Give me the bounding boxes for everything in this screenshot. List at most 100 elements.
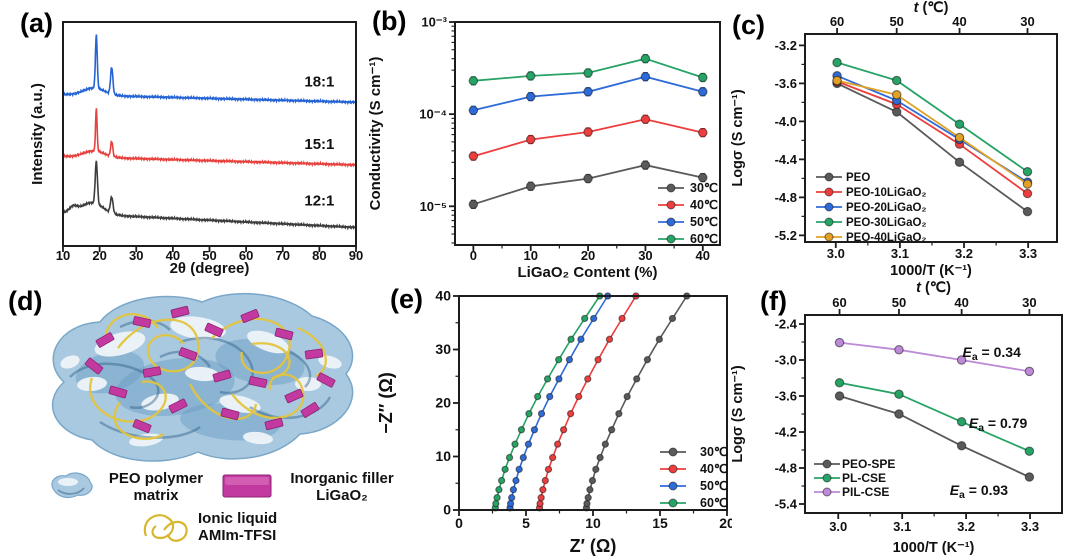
svg-text:60: 60 — [830, 14, 844, 29]
panel-label-d: (d) — [8, 286, 43, 316]
svg-text:Logσ (S cm⁻¹): Logσ (S cm⁻¹) — [730, 89, 746, 186]
svg-text:3.3: 3.3 — [1019, 246, 1037, 261]
legend-ionic-liquid: Ionic liquid AMIm-TFSI — [198, 510, 278, 544]
panel-c: 3.0 3.1 3.2 3.3 -3.2 -3.6 -4.0 -4.4 -4.8 -5.2 60 50… — [718, 0, 1080, 280]
panel-f: 3.0 3.1 3.2 3.3 -2.4 -3.0 -3.6 -4.2 -4.8 -5.4 60 50… — [718, 280, 1080, 557]
panel-label-f: (f) — [760, 286, 787, 316]
svg-text:2θ (degree): 2θ (degree) — [170, 260, 250, 276]
svg-text:t (℃): t (℃) — [914, 0, 949, 16]
svg-text:Conductivity (S cm⁻¹): Conductivity (S cm⁻¹) — [367, 57, 384, 211]
svg-text:20: 20 — [581, 248, 595, 263]
panel-label-e: (e) — [390, 284, 423, 314]
svg-text:15: 15 — [652, 515, 668, 531]
svg-text:40: 40 — [952, 14, 966, 29]
svg-text:PL-CSE: PL-CSE — [842, 471, 886, 485]
composite-electrolyte-illustration — [51, 292, 354, 462]
svg-text:-4.8: -4.8 — [775, 190, 797, 205]
svg-text:-3.0: -3.0 — [775, 353, 797, 368]
svg-text:-4.4: -4.4 — [775, 152, 798, 167]
svg-text:PEO-10LiGaO₂: PEO-10LiGaO₂ — [846, 187, 927, 199]
panel-e: 0 5 10 15 20 0 10 20 30 40 Z′ (Ω) −Z″ (Ω) 30℃ 40℃ 50℃ 6… — [360, 280, 732, 557]
xrd-chart: 12:1 15:1 18:1 10 20 30 40 50 60 70 80 90 2θ (degree… — [29, 21, 363, 276]
svg-text:50: 50 — [889, 14, 903, 29]
svg-text:3.0: 3.0 — [829, 519, 847, 534]
svg-text:3.1: 3.1 — [893, 519, 911, 534]
svg-text:LiGaO₂ Content (%): LiGaO₂ Content (%) — [518, 264, 658, 280]
svg-text:PEO-30LiGaO₂: PEO-30LiGaO₂ — [846, 217, 927, 229]
peo-matrix-icon — [51, 472, 93, 499]
svg-text:-4.8: -4.8 — [775, 461, 797, 476]
svg-text:Logσ (S cm⁻¹): Logσ (S cm⁻¹) — [730, 365, 746, 462]
panel-a: 12:1 15:1 18:1 10 20 30 40 50 60 70 80 90 2θ (degree… — [8, 4, 363, 276]
svg-text:40℃: 40℃ — [690, 198, 718, 212]
svg-text:3.2: 3.2 — [957, 519, 975, 534]
svg-text:PEO: PEO — [846, 172, 870, 184]
panel-b: 0 10 20 30 40 10⁻³ 10⁻⁴ 10⁻⁵ LiGaO₂ Content (%) C… — [360, 0, 728, 280]
svg-text:20: 20 — [719, 515, 732, 531]
svg-text:0: 0 — [443, 502, 451, 518]
svg-text:30℃: 30℃ — [690, 181, 718, 195]
svg-text:0: 0 — [455, 515, 463, 531]
svg-text:60: 60 — [832, 295, 846, 310]
svg-text:-2.4: -2.4 — [775, 317, 798, 332]
svg-text:10: 10 — [523, 248, 537, 263]
svg-text:60: 60 — [239, 248, 253, 263]
svg-text:-3.2: -3.2 — [775, 38, 797, 53]
svg-text:30: 30 — [1022, 295, 1036, 310]
svg-text:60℃: 60℃ — [690, 232, 718, 246]
svg-text:Ea = 0.79: Ea = 0.79 — [969, 415, 1028, 434]
svg-text:30: 30 — [129, 248, 143, 263]
svg-text:10: 10 — [56, 248, 70, 263]
svg-text:10⁻⁴: 10⁻⁴ — [419, 107, 447, 122]
svg-text:12:1: 12:1 — [304, 192, 334, 209]
svg-text:Intensity (a.u.): Intensity (a.u.) — [29, 83, 46, 185]
svg-text:40: 40 — [166, 248, 180, 263]
nyquist-chart: 0 5 10 15 20 0 10 20 30 40 Z′ (Ω) −Z″ (Ω) 30℃ 40℃ 50℃ 6… — [376, 288, 732, 557]
svg-text:PIL-CSE: PIL-CSE — [842, 485, 889, 499]
panel-label-b: (b) — [372, 6, 407, 36]
svg-text:50℃: 50℃ — [690, 215, 718, 229]
svg-text:−Z″ (Ω): −Z″ (Ω) — [376, 372, 396, 434]
svg-text:10: 10 — [435, 448, 451, 464]
svg-text:50: 50 — [892, 295, 906, 310]
svg-text:18:1: 18:1 — [304, 73, 334, 90]
ionic-liquid-icon — [143, 514, 188, 542]
svg-text:30: 30 — [638, 248, 652, 263]
svg-text:3.2: 3.2 — [955, 246, 973, 261]
svg-text:90: 90 — [349, 248, 363, 263]
svg-text:0: 0 — [470, 248, 477, 263]
svg-text:-4.2: -4.2 — [775, 425, 797, 440]
svg-text:5: 5 — [522, 515, 530, 531]
svg-text:Ea = 0.93: Ea = 0.93 — [950, 482, 1009, 501]
conductivity-chart: 0 10 20 30 40 10⁻³ 10⁻⁴ 10⁻⁵ LiGaO₂ Content (%) C… — [367, 15, 721, 280]
panel-d-diagram: (d) PEO polymer matrix Inorganic filler … — [0, 282, 415, 557]
svg-text:t (℃): t (℃) — [916, 280, 951, 296]
svg-text:15:1: 15:1 — [304, 136, 334, 153]
legend-inorganic-filler: Inorganic filler LiGaO₂ — [290, 470, 394, 504]
svg-text:50: 50 — [202, 248, 216, 263]
arrhenius-composition-chart: 3.0 3.1 3.2 3.3 -3.2 -3.6 -4.0 -4.4 -4.8 -5.2 60 50… — [730, 0, 1058, 279]
svg-text:Z′ (Ω): Z′ (Ω) — [570, 536, 617, 556]
svg-text:1000/T (K⁻¹): 1000/T (K⁻¹) — [890, 263, 972, 279]
legend-peo-matrix: PEO polymer matrix — [108, 470, 204, 504]
svg-text:60℃: 60℃ — [700, 496, 728, 510]
svg-text:80: 80 — [312, 248, 326, 263]
svg-text:20: 20 — [435, 395, 451, 411]
svg-text:3.1: 3.1 — [891, 246, 909, 261]
svg-text:10⁻³: 10⁻³ — [421, 15, 447, 30]
svg-text:70: 70 — [276, 248, 290, 263]
svg-text:PEO-SPE: PEO-SPE — [842, 457, 895, 471]
arrhenius-electrolyte-chart: 3.0 3.1 3.2 3.3 -2.4 -3.0 -3.6 -4.2 -4.8 -5.4 60 50… — [730, 280, 1063, 556]
svg-text:40: 40 — [435, 288, 451, 304]
svg-text:3.0: 3.0 — [827, 246, 845, 261]
svg-text:Ea = 0.34: Ea = 0.34 — [962, 344, 1021, 363]
svg-text:-4.0: -4.0 — [775, 114, 797, 129]
svg-text:-5.2: -5.2 — [775, 228, 797, 243]
svg-text:-3.6: -3.6 — [775, 389, 797, 404]
svg-text:40: 40 — [954, 295, 968, 310]
svg-text:PEO-40LiGaO₂: PEO-40LiGaO₂ — [846, 232, 927, 244]
panel-label-a: (a) — [20, 8, 53, 38]
svg-text:30℃: 30℃ — [700, 445, 728, 459]
inorganic-filler-icon — [222, 474, 272, 498]
